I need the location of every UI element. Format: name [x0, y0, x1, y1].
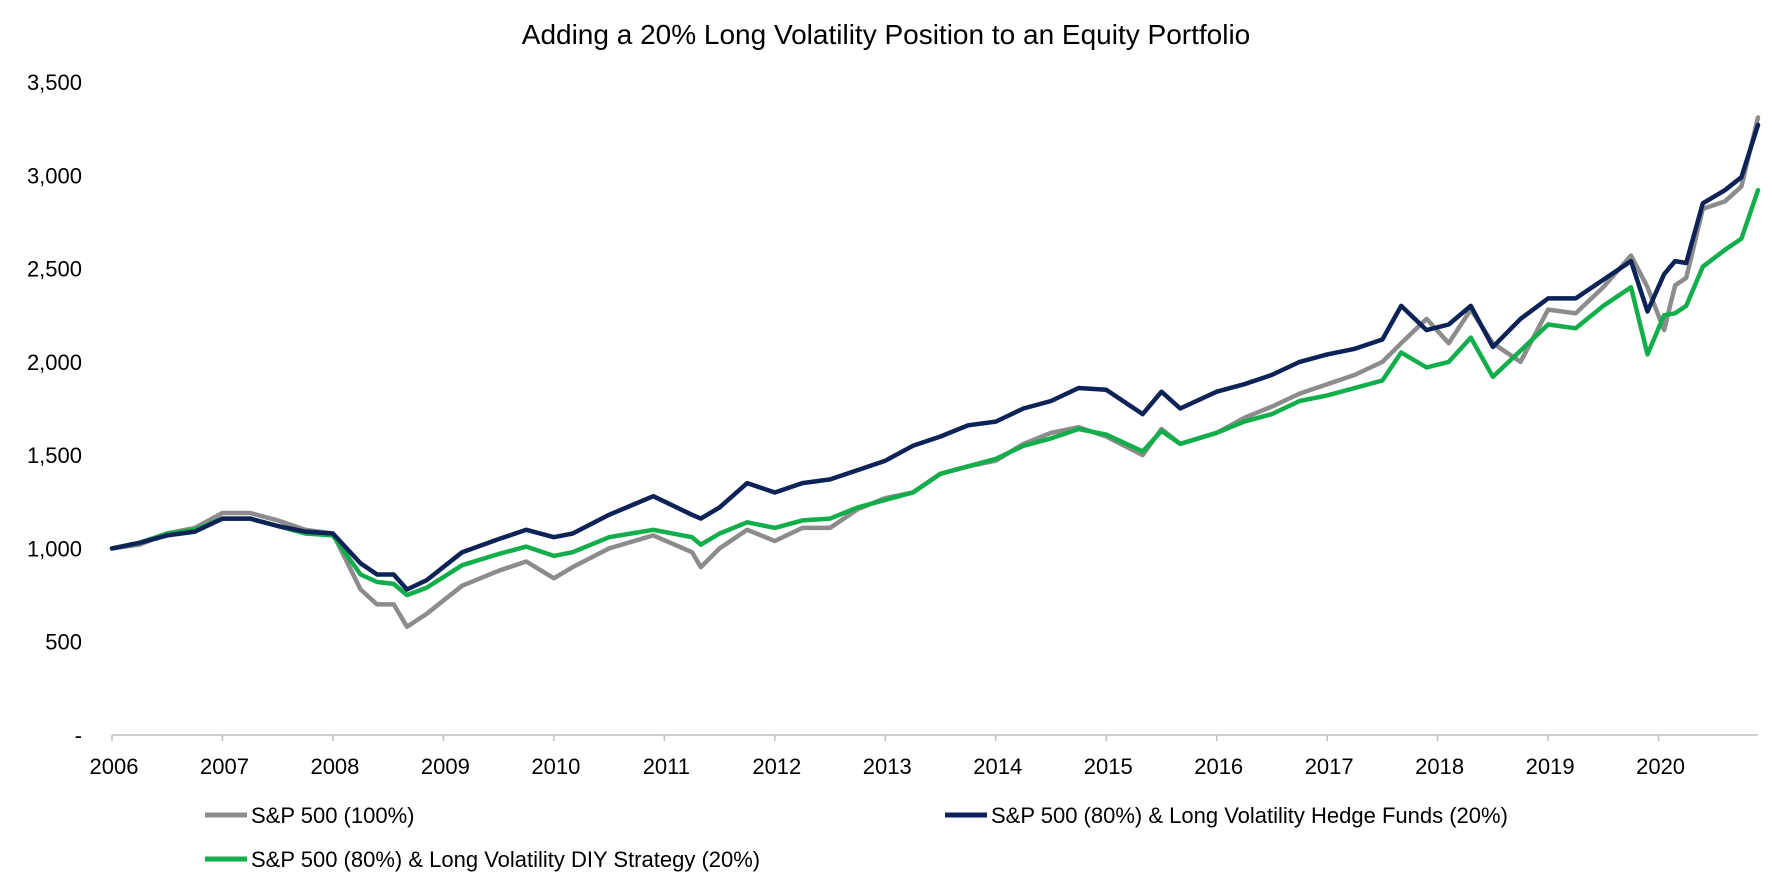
x-tick-label: 2008 [310, 754, 359, 779]
x-tick-label: 2012 [752, 754, 801, 779]
x-tick-label: 2018 [1415, 754, 1464, 779]
y-tick-label: 1,000 [27, 536, 82, 561]
x-tick-label: 2007 [200, 754, 249, 779]
x-tick-label: 2019 [1526, 754, 1575, 779]
x-tick-label: 2011 [643, 754, 690, 779]
series-line-3 [109, 187, 1761, 598]
x-tick-label: 2017 [1305, 754, 1354, 779]
y-tick-label: 2,000 [27, 350, 82, 375]
series-lines [109, 115, 1761, 630]
x-tick-label: 2013 [863, 754, 912, 779]
legend-label-3: S&P 500 (80%) & Long Volatility DIY Stra… [251, 847, 760, 872]
y-axis-ticks: - 500 1,000 1,500 2,000 2,500 3,000 3,500 [27, 70, 82, 748]
x-tick-label: 2006 [90, 754, 139, 779]
x-axis-ticks: 2006 2007 2008 2009 2010 2011 2012 2013 2014 2015… [90, 735, 1685, 779]
x-tick-label: 2010 [531, 754, 580, 779]
x-tick-label: 2020 [1636, 754, 1685, 779]
y-tick-label: 3,000 [27, 163, 82, 188]
y-tick-label: 1,500 [27, 443, 82, 468]
legend: S&P 500 (100%) S&P 500 (80%) & Long Volat… [205, 803, 1508, 872]
y-tick-label: 2,500 [27, 257, 82, 282]
y-tick-label: 3,500 [27, 70, 82, 95]
x-tick-label: 2014 [973, 754, 1022, 779]
y-tick-label: - [75, 723, 82, 748]
series-line-2 [109, 122, 1761, 592]
x-tick-label: 2015 [1084, 754, 1133, 779]
x-tick-label: 2016 [1194, 754, 1243, 779]
legend-label-2: S&P 500 (80%) & Long Volatility Hedge Fu… [991, 803, 1508, 828]
legend-label-1: S&P 500 (100%) [251, 803, 414, 828]
x-tick-label: 2009 [421, 754, 470, 779]
y-tick-label: 500 [45, 630, 82, 655]
series-line-1 [109, 115, 1761, 630]
chart-title: Adding a 20% Long Volatility Position to… [522, 19, 1250, 50]
